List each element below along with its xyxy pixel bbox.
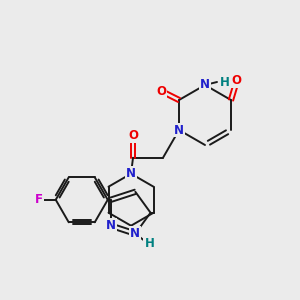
Text: H: H xyxy=(220,76,230,88)
Text: O: O xyxy=(128,129,138,142)
Text: N: N xyxy=(106,219,116,232)
Text: N: N xyxy=(130,227,140,240)
Text: N: N xyxy=(126,167,136,180)
Text: F: F xyxy=(35,193,43,206)
Text: O: O xyxy=(156,85,166,98)
Text: O: O xyxy=(232,74,242,87)
Text: N: N xyxy=(200,79,210,92)
Text: N: N xyxy=(174,124,184,136)
Text: H: H xyxy=(144,237,154,250)
